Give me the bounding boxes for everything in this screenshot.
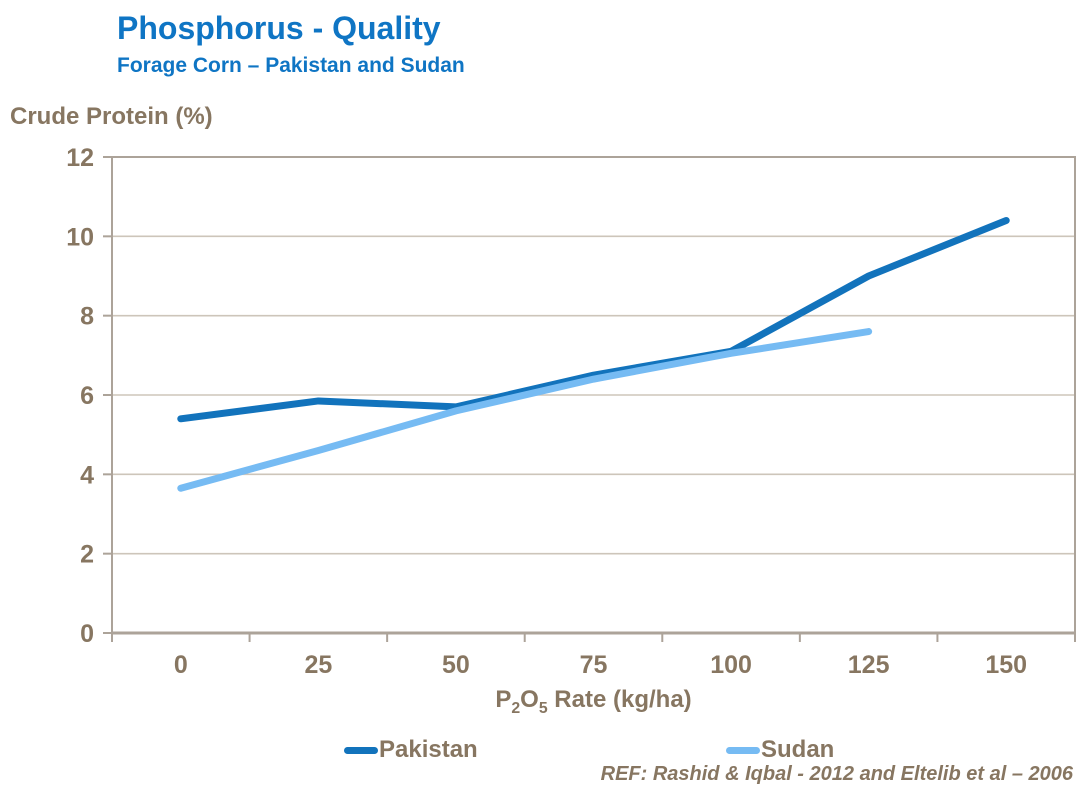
- y-tick-label: 6: [80, 382, 94, 410]
- x-axis-title-base2: O: [520, 686, 539, 713]
- y-axis-title: Crude Protein (%): [10, 103, 213, 130]
- x-axis-title-rest: Rate (kg/ha): [547, 686, 692, 713]
- y-tick-label: 0: [80, 620, 94, 648]
- chart-legend: Pakistan Sudan: [0, 736, 1085, 766]
- x-tick-label: 150: [985, 651, 1027, 679]
- legend-item-sudan: Sudan: [726, 736, 834, 764]
- y-tick-label: 8: [80, 303, 94, 331]
- x-tick-label: 25: [304, 651, 332, 679]
- x-axis-title: P2O5 Rate (kg/ha): [112, 686, 1075, 718]
- y-tick-label: 4: [80, 461, 94, 489]
- x-tick-label: 100: [710, 651, 752, 679]
- y-tick-label: 12: [66, 144, 94, 172]
- chart-title: Phosphorus - Quality: [117, 10, 441, 46]
- series-line-sudan: [177, 328, 873, 492]
- legend-label-pakistan: Pakistan: [379, 736, 478, 763]
- y-tick-label: 10: [66, 223, 94, 251]
- pakistan-line-swatch-icon: [344, 746, 378, 754]
- reference-text: REF: Rashid & Iqbal - 2012 and Eltelib e…: [600, 763, 1073, 785]
- x-axis-title-sub2: 5: [538, 699, 548, 717]
- sudan-line-swatch-icon: [726, 746, 760, 754]
- y-tick-label: 2: [80, 541, 94, 569]
- legend-label-sudan: Sudan: [761, 736, 835, 763]
- x-axis-title-sub1: 2: [511, 699, 521, 717]
- x-axis-title-base1: P: [495, 686, 512, 713]
- x-tick-label: 75: [580, 651, 608, 679]
- legend-item-pakistan: Pakistan: [344, 736, 478, 764]
- chart-subtitle: Forage Corn – Pakistan and Sudan: [117, 54, 465, 77]
- x-tick-label: 125: [848, 651, 890, 679]
- series-line-pakistan: [177, 216, 1010, 423]
- x-tick-label: 0: [174, 651, 188, 679]
- x-tick-label: 50: [442, 651, 470, 679]
